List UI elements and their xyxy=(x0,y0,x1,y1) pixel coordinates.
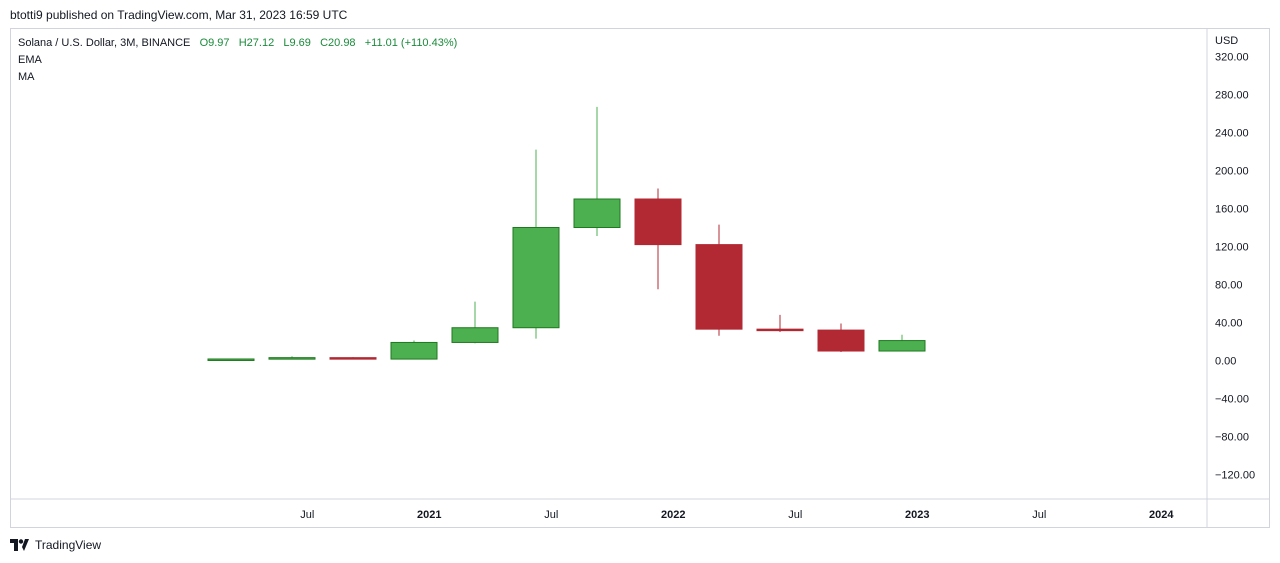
candle[interactable] xyxy=(817,323,865,352)
candle-body xyxy=(817,329,865,352)
high-value: H27.12 xyxy=(238,37,275,49)
close-value: C20.98 xyxy=(320,37,356,49)
candle-body xyxy=(268,357,316,360)
candle-body xyxy=(573,198,621,228)
candle[interactable] xyxy=(329,357,377,360)
x-tick-label: 2022 xyxy=(661,509,685,521)
tradingview-icon xyxy=(10,539,29,551)
candle-body xyxy=(390,341,438,360)
brand-label: TradingView xyxy=(35,538,102,552)
change-value: +11.01 (+110.43%) xyxy=(364,37,458,49)
candle[interactable] xyxy=(634,188,682,290)
symbol-label[interactable]: Solana / U.S. Dollar, 3M, BINANCE xyxy=(18,37,191,49)
x-tick-label: Jul xyxy=(300,509,314,521)
candle-body xyxy=(512,227,560,329)
y-tick-label: −80.00 xyxy=(1215,432,1249,444)
publisher-line: btotti9 published on TradingView.com, Ma… xyxy=(10,8,348,22)
y-tick-label: 80.00 xyxy=(1215,280,1243,292)
tradingview-logo[interactable]: TradingView xyxy=(10,538,101,552)
candle-body xyxy=(695,244,743,330)
y-axis[interactable]: 320.00 280.00 240.00 200.00 160.00 120.00 80.0… xyxy=(1215,52,1255,482)
candle[interactable] xyxy=(695,224,743,336)
y-tick-label: 280.00 xyxy=(1215,90,1249,102)
candle[interactable] xyxy=(390,340,438,360)
currency-label: USD xyxy=(1215,35,1238,47)
candle-body xyxy=(329,357,377,360)
candle-body xyxy=(756,328,804,332)
y-tick-label: 0.00 xyxy=(1215,356,1236,368)
candle[interactable] xyxy=(268,356,316,360)
indicator-ma[interactable]: MA xyxy=(18,71,35,83)
legend-symbol-row[interactable]: Solana / U.S. Dollar, 3M, BINANCE O9.97 … xyxy=(18,35,457,52)
candle[interactable] xyxy=(451,301,499,344)
x-tick-label: 2023 xyxy=(905,509,929,521)
candle[interactable] xyxy=(573,106,621,237)
candle-body xyxy=(207,358,255,361)
x-axis[interactable]: Jul 2021 Jul 2022 Jul 2023 Jul 2024 xyxy=(300,509,1174,521)
y-tick-label: 240.00 xyxy=(1215,128,1249,140)
x-tick-label: Jul xyxy=(1032,509,1046,521)
open-value: O9.97 xyxy=(199,37,230,49)
y-tick-label: 120.00 xyxy=(1215,242,1249,254)
candle[interactable] xyxy=(512,149,560,339)
candle-body xyxy=(878,340,926,352)
x-tick-label: Jul xyxy=(544,509,558,521)
candle[interactable] xyxy=(878,334,926,352)
y-tick-label: 160.00 xyxy=(1215,204,1249,216)
indicator-ema[interactable]: EMA xyxy=(18,54,42,66)
candle-body xyxy=(451,327,499,343)
x-tick-label: Jul xyxy=(788,509,802,521)
chart-frame[interactable] xyxy=(10,28,1270,528)
y-tick-label: −40.00 xyxy=(1215,394,1249,406)
y-tick-label: −120.00 xyxy=(1215,470,1255,482)
y-tick-label: 40.00 xyxy=(1215,318,1243,330)
x-tick-label: 2024 xyxy=(1149,509,1174,521)
candle[interactable] xyxy=(207,358,255,361)
y-tick-label: 200.00 xyxy=(1215,166,1249,178)
y-tick-label: 320.00 xyxy=(1215,52,1249,64)
chart-legend[interactable]: Solana / U.S. Dollar, 3M, BINANCE O9.97 … xyxy=(18,35,457,86)
candle[interactable] xyxy=(756,314,804,332)
candles[interactable] xyxy=(207,106,926,361)
candle-body xyxy=(634,198,682,246)
low-value: L9.69 xyxy=(283,37,311,49)
x-tick-label: 2021 xyxy=(417,509,441,521)
